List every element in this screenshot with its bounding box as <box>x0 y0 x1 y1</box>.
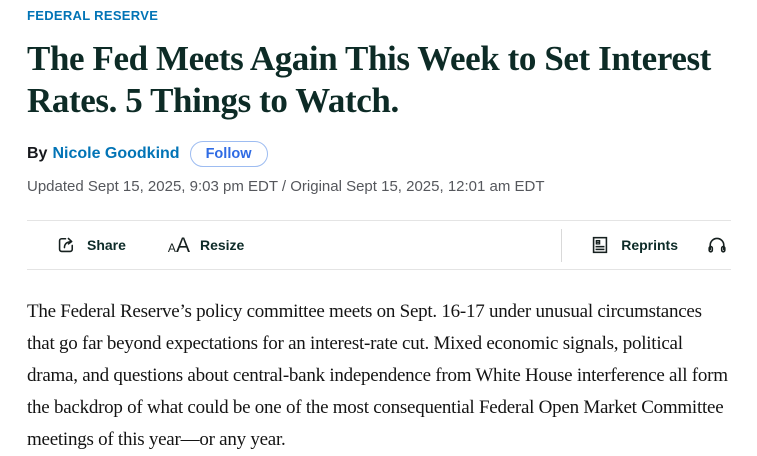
reprints-icon <box>589 234 611 256</box>
byline-row: By Nicole Goodkind Follow <box>27 141 731 167</box>
toolbar-divider <box>561 228 563 262</box>
author-link[interactable]: Nicole Goodkind <box>52 145 180 162</box>
headline: The Fed Meets Again This Week to Set Int… <box>27 39 711 120</box>
timestamp: Updated Sept 15, 2025, 9:03 pm EDT / Ori… <box>27 178 545 195</box>
byline-prefix: By <box>27 145 48 162</box>
listen-button[interactable] <box>705 233 729 257</box>
kicker-link[interactable]: FEDERAL RESERVE <box>27 8 159 23</box>
share-icon <box>55 234 77 256</box>
reprints-label: Reprints <box>621 237 678 253</box>
share-button[interactable]: Share <box>55 234 126 256</box>
resize-label: Resize <box>199 237 245 253</box>
article-paragraph: The Federal Reserve’s policy committee m… <box>27 301 728 450</box>
headphones-icon <box>705 233 729 257</box>
follow-button[interactable]: Follow <box>189 141 268 167</box>
share-label: Share <box>87 237 126 253</box>
reprints-button[interactable]: Reprints <box>589 234 678 256</box>
